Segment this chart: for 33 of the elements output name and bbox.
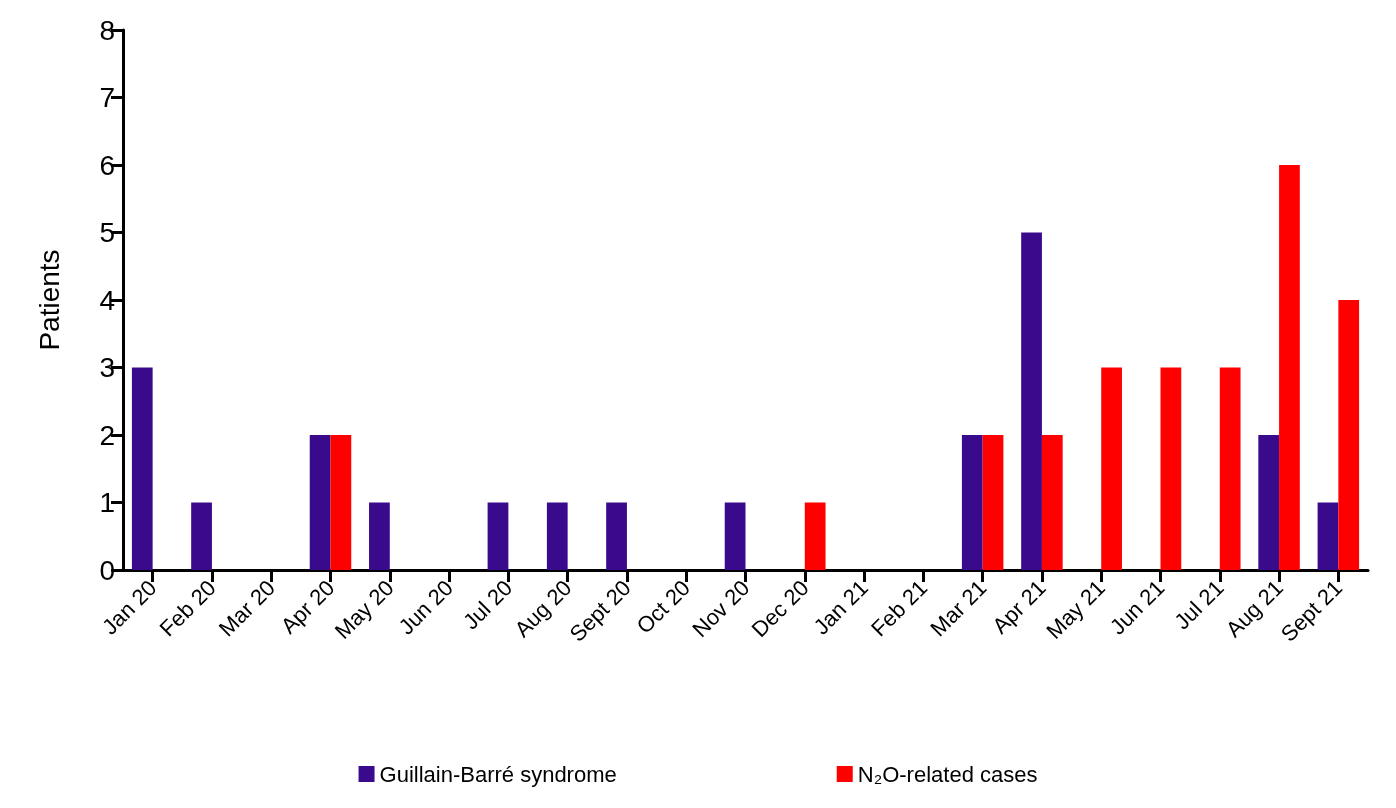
y-tick-label: 2 bbox=[99, 419, 115, 451]
bar bbox=[1219, 367, 1241, 570]
bar bbox=[982, 435, 1004, 570]
bar bbox=[1317, 502, 1339, 570]
bar bbox=[1160, 367, 1182, 570]
legend-label: Guillain-Barré syndrome bbox=[379, 761, 617, 787]
bar bbox=[131, 367, 153, 570]
y-tick-label: 1 bbox=[99, 487, 115, 518]
bar bbox=[1041, 435, 1063, 570]
legend-label: N₂O-related cases bbox=[857, 761, 1038, 787]
x-tick-label: Jul 20 bbox=[458, 575, 518, 635]
bar bbox=[1101, 367, 1122, 570]
bar bbox=[330, 435, 352, 570]
bar bbox=[546, 502, 568, 570]
bar bbox=[1258, 435, 1280, 570]
y-tick-label: 7 bbox=[99, 82, 115, 113]
bar bbox=[606, 502, 627, 570]
bar bbox=[804, 502, 826, 570]
x-tick-label: Jul 21 bbox=[1169, 575, 1229, 635]
y-tick-label: 4 bbox=[99, 284, 115, 316]
y-tick-label: 3 bbox=[99, 352, 115, 383]
bar bbox=[961, 435, 983, 570]
bar bbox=[191, 502, 212, 570]
bar bbox=[1279, 165, 1300, 570]
bar bbox=[1338, 300, 1360, 570]
bar bbox=[369, 502, 390, 570]
bar bbox=[724, 502, 746, 570]
y-tick-label: 8 bbox=[99, 14, 115, 46]
bar bbox=[1021, 232, 1042, 570]
y-axis-title: Patients bbox=[33, 249, 65, 351]
bar bbox=[309, 435, 331, 570]
bar bbox=[487, 502, 509, 570]
x-tick-label: Jun 20 bbox=[393, 575, 458, 640]
